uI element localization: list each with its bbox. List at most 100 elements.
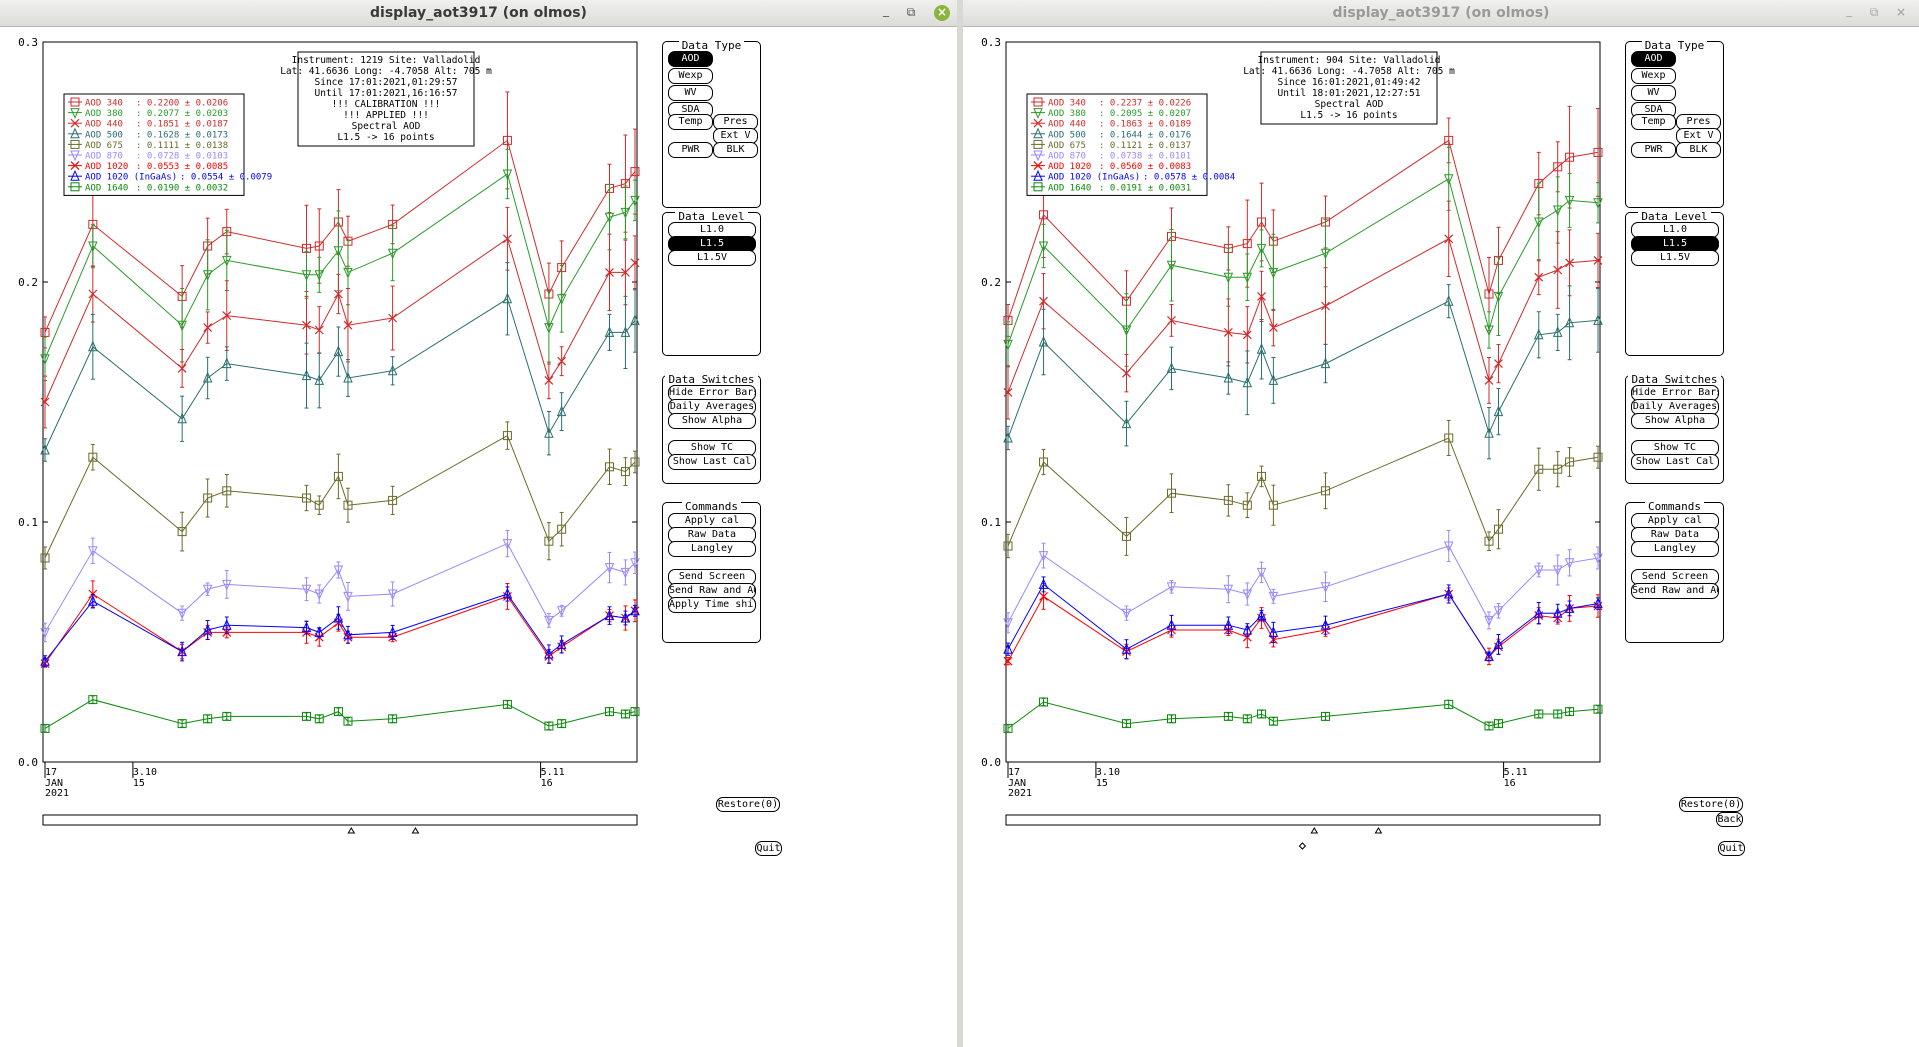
left-window-titlebar[interactable]: display_aot3917 (on olmos) _ ⧉ ×	[0, 0, 957, 27]
range-marker-triangle[interactable]	[1310, 827, 1319, 834]
data-point	[1444, 135, 1454, 145]
data-point	[1565, 152, 1575, 162]
data-point	[1493, 405, 1504, 417]
info-line: L1.5 -> 16 points	[337, 132, 434, 143]
data-point	[1003, 618, 1013, 630]
data-point	[314, 500, 324, 510]
data-point	[620, 709, 630, 719]
data-point	[1593, 553, 1603, 565]
send-raw-and-aod-button[interactable]: Send Raw and AOD	[1631, 583, 1719, 599]
data-type-panel: Data Type AOD Wexp WV SDA Temp Pres Ext V PWR BLK	[662, 39, 761, 208]
show-last-cal-button[interactable]: Show Last Cal	[1631, 454, 1719, 470]
legend-label: AOD 440	[1048, 120, 1086, 130]
data-point	[1242, 623, 1253, 635]
data-point	[1268, 716, 1278, 726]
data-point	[202, 623, 213, 635]
data-type-pwr-button[interactable]: PWR	[668, 142, 713, 158]
series-line	[44, 699, 636, 729]
minimize-icon[interactable]: _	[1846, 3, 1852, 17]
x-tick-sublabel: JAN	[1008, 778, 1026, 789]
minimize-icon[interactable]: _	[883, 3, 889, 17]
show-alpha-button[interactable]: Show Alpha	[668, 413, 756, 429]
data-point	[88, 241, 98, 253]
series-line	[1007, 701, 1599, 729]
data-point	[222, 255, 232, 267]
data-point	[1444, 234, 1454, 244]
info-line: Lat: 41.6636 Long: -4.7058 Alt: 705 m	[280, 66, 492, 77]
data-type-pwr-button[interactable]: PWR	[1631, 142, 1676, 158]
data-point	[1223, 327, 1233, 337]
restore-icon[interactable]: ⧉	[906, 5, 916, 19]
data-point	[544, 323, 554, 334]
legend-label: AOD 675	[1048, 141, 1086, 151]
legend-value: : 0.1121 ± 0.0137	[1099, 141, 1191, 151]
data-switches-panel: Data Switches Hide Error Bars Daily Averag…	[1625, 373, 1724, 484]
commands-panel-title-text: Commands	[1645, 500, 1704, 513]
data-point	[1553, 464, 1563, 474]
legend-value: : 0.0554 ± 0.0079	[180, 173, 272, 183]
data-type-temp-button[interactable]: Temp	[668, 114, 713, 130]
data-point	[1223, 618, 1234, 630]
data-type-wv-button[interactable]: WV	[668, 85, 713, 101]
right-window-titlebar[interactable]: display_aot3917 (on olmos) _ ⧉ ×	[963, 0, 1919, 27]
range-marker-triangle[interactable]	[411, 827, 420, 834]
data-point	[1552, 565, 1563, 577]
data-type-wv-button[interactable]: WV	[1631, 85, 1676, 101]
close-icon[interactable]: ×	[934, 5, 950, 21]
legend-marker	[1033, 161, 1043, 171]
data-point	[1553, 162, 1563, 172]
time-scrollbar[interactable]	[1005, 814, 1601, 826]
data-point	[314, 241, 324, 251]
back-button[interactable]: Back	[1716, 812, 1743, 827]
series-aod-440	[40, 206, 640, 429]
data-point	[301, 369, 312, 381]
series-line	[1007, 437, 1599, 547]
legend-value: : 0.0553 ± 0.0085	[136, 162, 228, 172]
legend-value: : 0.0728 ± 0.0103	[136, 152, 228, 162]
quit-button[interactable]: Quit	[755, 841, 782, 856]
diamond-marker[interactable]	[1298, 842, 1307, 850]
data-type-wexp-button[interactable]: Wexp	[668, 68, 713, 84]
restore-button[interactable]: Restore(0)	[1679, 797, 1743, 812]
range-marker-triangle[interactable]	[347, 827, 356, 834]
legend-marker	[70, 97, 80, 107]
data-point	[630, 604, 640, 616]
langley-button[interactable]: Langley	[1631, 541, 1719, 557]
data-point	[1552, 606, 1563, 618]
data-type-aod-button[interactable]: AOD	[1631, 51, 1676, 67]
data-point	[314, 270, 325, 282]
data-point	[1166, 618, 1177, 630]
langley-button[interactable]: Langley	[668, 541, 756, 557]
quit-button[interactable]: Quit	[1718, 841, 1745, 856]
data-type-blk-button[interactable]: BLK	[713, 142, 758, 158]
time-scrollbar[interactable]	[42, 814, 638, 826]
x-tick-label: 3.10	[1096, 767, 1120, 778]
data-type-blk-button[interactable]: BLK	[1676, 142, 1721, 158]
legend-value: : 0.2077 ± 0.0203	[136, 109, 228, 119]
restore-button[interactable]: Restore(0)	[716, 797, 780, 812]
show-alpha-button[interactable]: Show Alpha	[1631, 413, 1719, 429]
series-aod-1020-ingaas	[40, 586, 640, 668]
data-point	[544, 426, 554, 438]
data-level-l1-5v-button[interactable]: L1.5V	[1631, 250, 1719, 266]
data-type-aod-button[interactable]: AOD	[668, 51, 713, 67]
data-point	[1534, 464, 1544, 474]
data-type-wexp-button[interactable]: Wexp	[1631, 68, 1676, 84]
close-icon[interactable]: ×	[1895, 5, 1907, 19]
show-last-cal-button[interactable]: Show Last Cal	[668, 454, 756, 470]
data-type-temp-button[interactable]: Temp	[1631, 114, 1676, 130]
apply-time-shift-button[interactable]: Apply Time shift	[668, 597, 756, 613]
data-point	[502, 587, 513, 599]
series-line	[44, 434, 636, 559]
data-point	[620, 467, 630, 477]
data-level-l1-5v-button[interactable]: L1.5V	[668, 250, 756, 266]
restore-icon[interactable]: ⧉	[1869, 5, 1879, 19]
series-line	[44, 593, 636, 664]
x-tick-sublabel: JAN	[45, 778, 63, 789]
data-point	[1039, 697, 1049, 707]
series-aod-870	[40, 529, 640, 643]
data-point	[1038, 551, 1049, 562]
data-point	[343, 591, 353, 603]
legend-marker	[70, 127, 80, 139]
range-marker-triangle[interactable]	[1374, 827, 1383, 834]
